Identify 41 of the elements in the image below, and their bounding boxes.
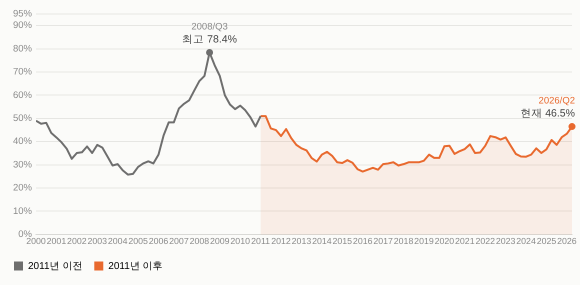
x-tick-label: 2025 bbox=[536, 236, 556, 246]
x-tick-label: 2019 bbox=[414, 236, 434, 246]
x-tick-label: 2001 bbox=[46, 236, 66, 246]
x-tick-label: 2022 bbox=[475, 236, 496, 246]
y-tick-label: 60% bbox=[12, 90, 33, 101]
x-tick-label: 2013 bbox=[292, 236, 312, 246]
y-tick-label: 70% bbox=[12, 66, 33, 78]
y-tick-label: 80% bbox=[12, 43, 33, 54]
x-tick-label: 2000 bbox=[26, 236, 46, 246]
x-tick-label: 2020 bbox=[434, 236, 454, 246]
x-tick-label: 2012 bbox=[271, 236, 291, 246]
x-tick-label: 2021 bbox=[455, 236, 475, 246]
y-tick-label: 30% bbox=[12, 159, 33, 170]
x-tick-label: 2011 bbox=[251, 236, 270, 246]
x-tick-label: 2006 bbox=[148, 236, 168, 246]
y-tick-label: 50% bbox=[12, 113, 33, 124]
x-tick-label: 2010 bbox=[230, 236, 250, 246]
x-tick-label: 2014 bbox=[312, 236, 332, 246]
y-tick-label: 40% bbox=[12, 136, 33, 148]
x-tick-label: 2002 bbox=[67, 236, 87, 246]
legend-label: 2011년 이후 bbox=[108, 260, 163, 272]
x-tick-label: 2009 bbox=[210, 236, 230, 246]
x-tick-label: 2007 bbox=[169, 236, 189, 246]
x-tick-label: 2017 bbox=[373, 236, 394, 246]
legend-label: 2011년 이전 bbox=[28, 260, 82, 272]
x-tick-label: 2023 bbox=[496, 236, 516, 246]
x-tick-label: 2004 bbox=[108, 236, 128, 246]
x-tick-label: 2026 bbox=[557, 236, 577, 246]
y-tick-label: 95% bbox=[12, 8, 33, 20]
x-tick-label: 2016 bbox=[352, 236, 373, 246]
x-tick-label: 2008 bbox=[190, 236, 210, 246]
y-tick-label: 90% bbox=[12, 20, 33, 32]
x-tick-label: 2005 bbox=[128, 236, 148, 246]
x-tick-label: 2024 bbox=[516, 236, 536, 246]
y-tick-label: 10% bbox=[12, 206, 33, 217]
x-tick-label: 2018 bbox=[394, 236, 414, 246]
x-tick-label: 2015 bbox=[332, 236, 352, 246]
annotation: 2008/Q3 최고 78.4% bbox=[182, 22, 237, 46]
y-tick-label: 20% bbox=[12, 182, 33, 194]
x-tick-label: 2003 bbox=[87, 236, 108, 246]
annotation: 2026/Q2 현재 46.5% bbox=[520, 96, 575, 120]
